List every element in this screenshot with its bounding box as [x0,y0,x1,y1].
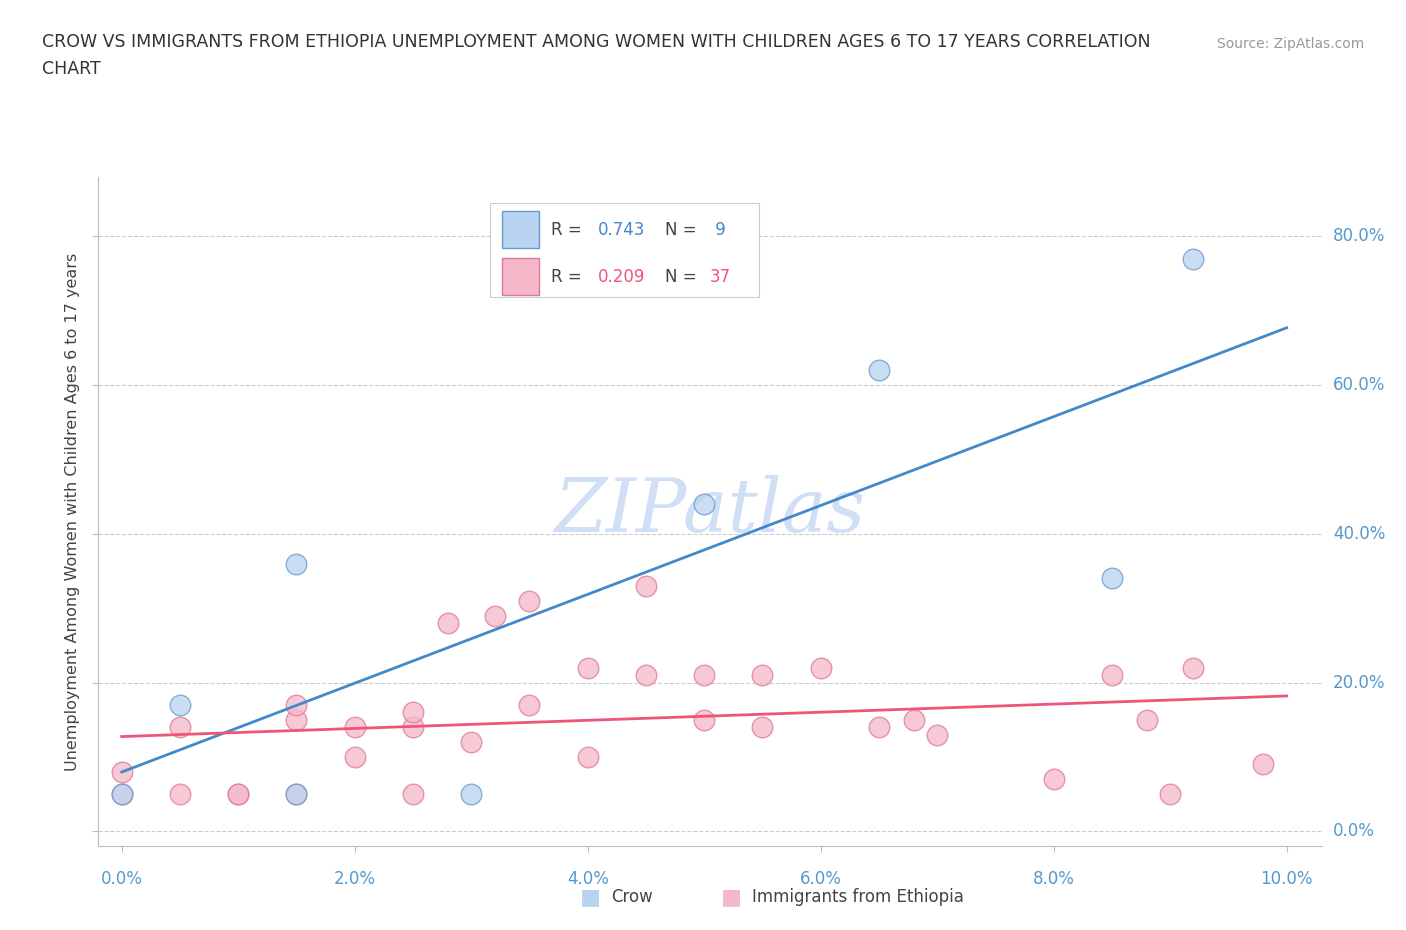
Point [693,497,716,512]
Point [1042,772,1064,787]
Point [169,698,191,712]
Point [1159,787,1181,802]
Text: 0.0%: 0.0% [1333,822,1375,841]
Text: ■: ■ [581,887,600,908]
Point [1136,712,1159,727]
Text: CROW VS IMMIGRANTS FROM ETHIOPIA UNEMPLOYMENT AMONG WOMEN WITH CHILDREN AGES 6 T: CROW VS IMMIGRANTS FROM ETHIOPIA UNEMPLO… [42,33,1150,50]
Point [693,668,716,683]
Point [169,720,191,735]
Text: 2.0%: 2.0% [333,870,375,887]
Text: 10.0%: 10.0% [1260,870,1313,887]
Text: 80.0%: 80.0% [1333,227,1385,246]
Point [460,735,482,750]
Point [285,787,308,802]
Point [868,363,890,378]
Text: 4.0%: 4.0% [567,870,609,887]
Text: 9: 9 [710,220,725,239]
Text: Immigrants from Ethiopia: Immigrants from Ethiopia [752,888,965,907]
Point [285,787,308,802]
Point [402,720,425,735]
Point [519,698,541,712]
Text: 40.0%: 40.0% [1333,525,1385,543]
Text: 0.743: 0.743 [598,220,645,239]
Text: N =: N = [665,268,702,286]
Point [402,705,425,720]
FancyBboxPatch shape [502,211,538,248]
Point [576,750,599,764]
Text: N =: N = [665,220,702,239]
Point [285,698,308,712]
Y-axis label: Unemployment Among Women with Children Ages 6 to 17 years: Unemployment Among Women with Children A… [65,252,80,771]
Point [437,616,460,631]
Text: R =: R = [551,268,588,286]
Point [111,787,134,802]
Point [1182,660,1205,675]
Point [285,556,308,571]
Text: ZIPatlas: ZIPatlas [554,475,866,548]
Point [810,660,832,675]
Point [285,712,308,727]
Point [634,668,657,683]
FancyBboxPatch shape [489,204,759,298]
Point [519,593,541,608]
Point [484,608,506,623]
Text: R =: R = [551,220,588,239]
Point [460,787,482,802]
Point [169,787,191,802]
Text: 6.0%: 6.0% [800,870,842,887]
Point [1253,757,1275,772]
Point [402,787,425,802]
Text: 8.0%: 8.0% [1033,870,1074,887]
Text: ■: ■ [721,887,741,908]
Point [576,660,599,675]
Point [226,787,249,802]
Text: Crow: Crow [612,888,654,907]
Point [343,750,366,764]
Text: 0.0%: 0.0% [101,870,142,887]
Point [1101,571,1123,586]
Text: 60.0%: 60.0% [1333,376,1385,394]
Point [903,712,925,727]
Point [1101,668,1123,683]
Point [751,720,773,735]
Text: CHART: CHART [42,60,101,78]
Text: Source: ZipAtlas.com: Source: ZipAtlas.com [1216,37,1364,51]
Point [751,668,773,683]
Point [111,764,134,779]
Point [868,720,890,735]
Point [226,787,249,802]
Text: 20.0%: 20.0% [1333,673,1385,692]
FancyBboxPatch shape [502,259,538,295]
Point [634,578,657,593]
Text: 37: 37 [710,268,731,286]
Point [343,720,366,735]
Point [1182,251,1205,266]
Point [927,727,949,742]
Point [693,712,716,727]
Point [111,787,134,802]
Text: 0.209: 0.209 [598,268,645,286]
